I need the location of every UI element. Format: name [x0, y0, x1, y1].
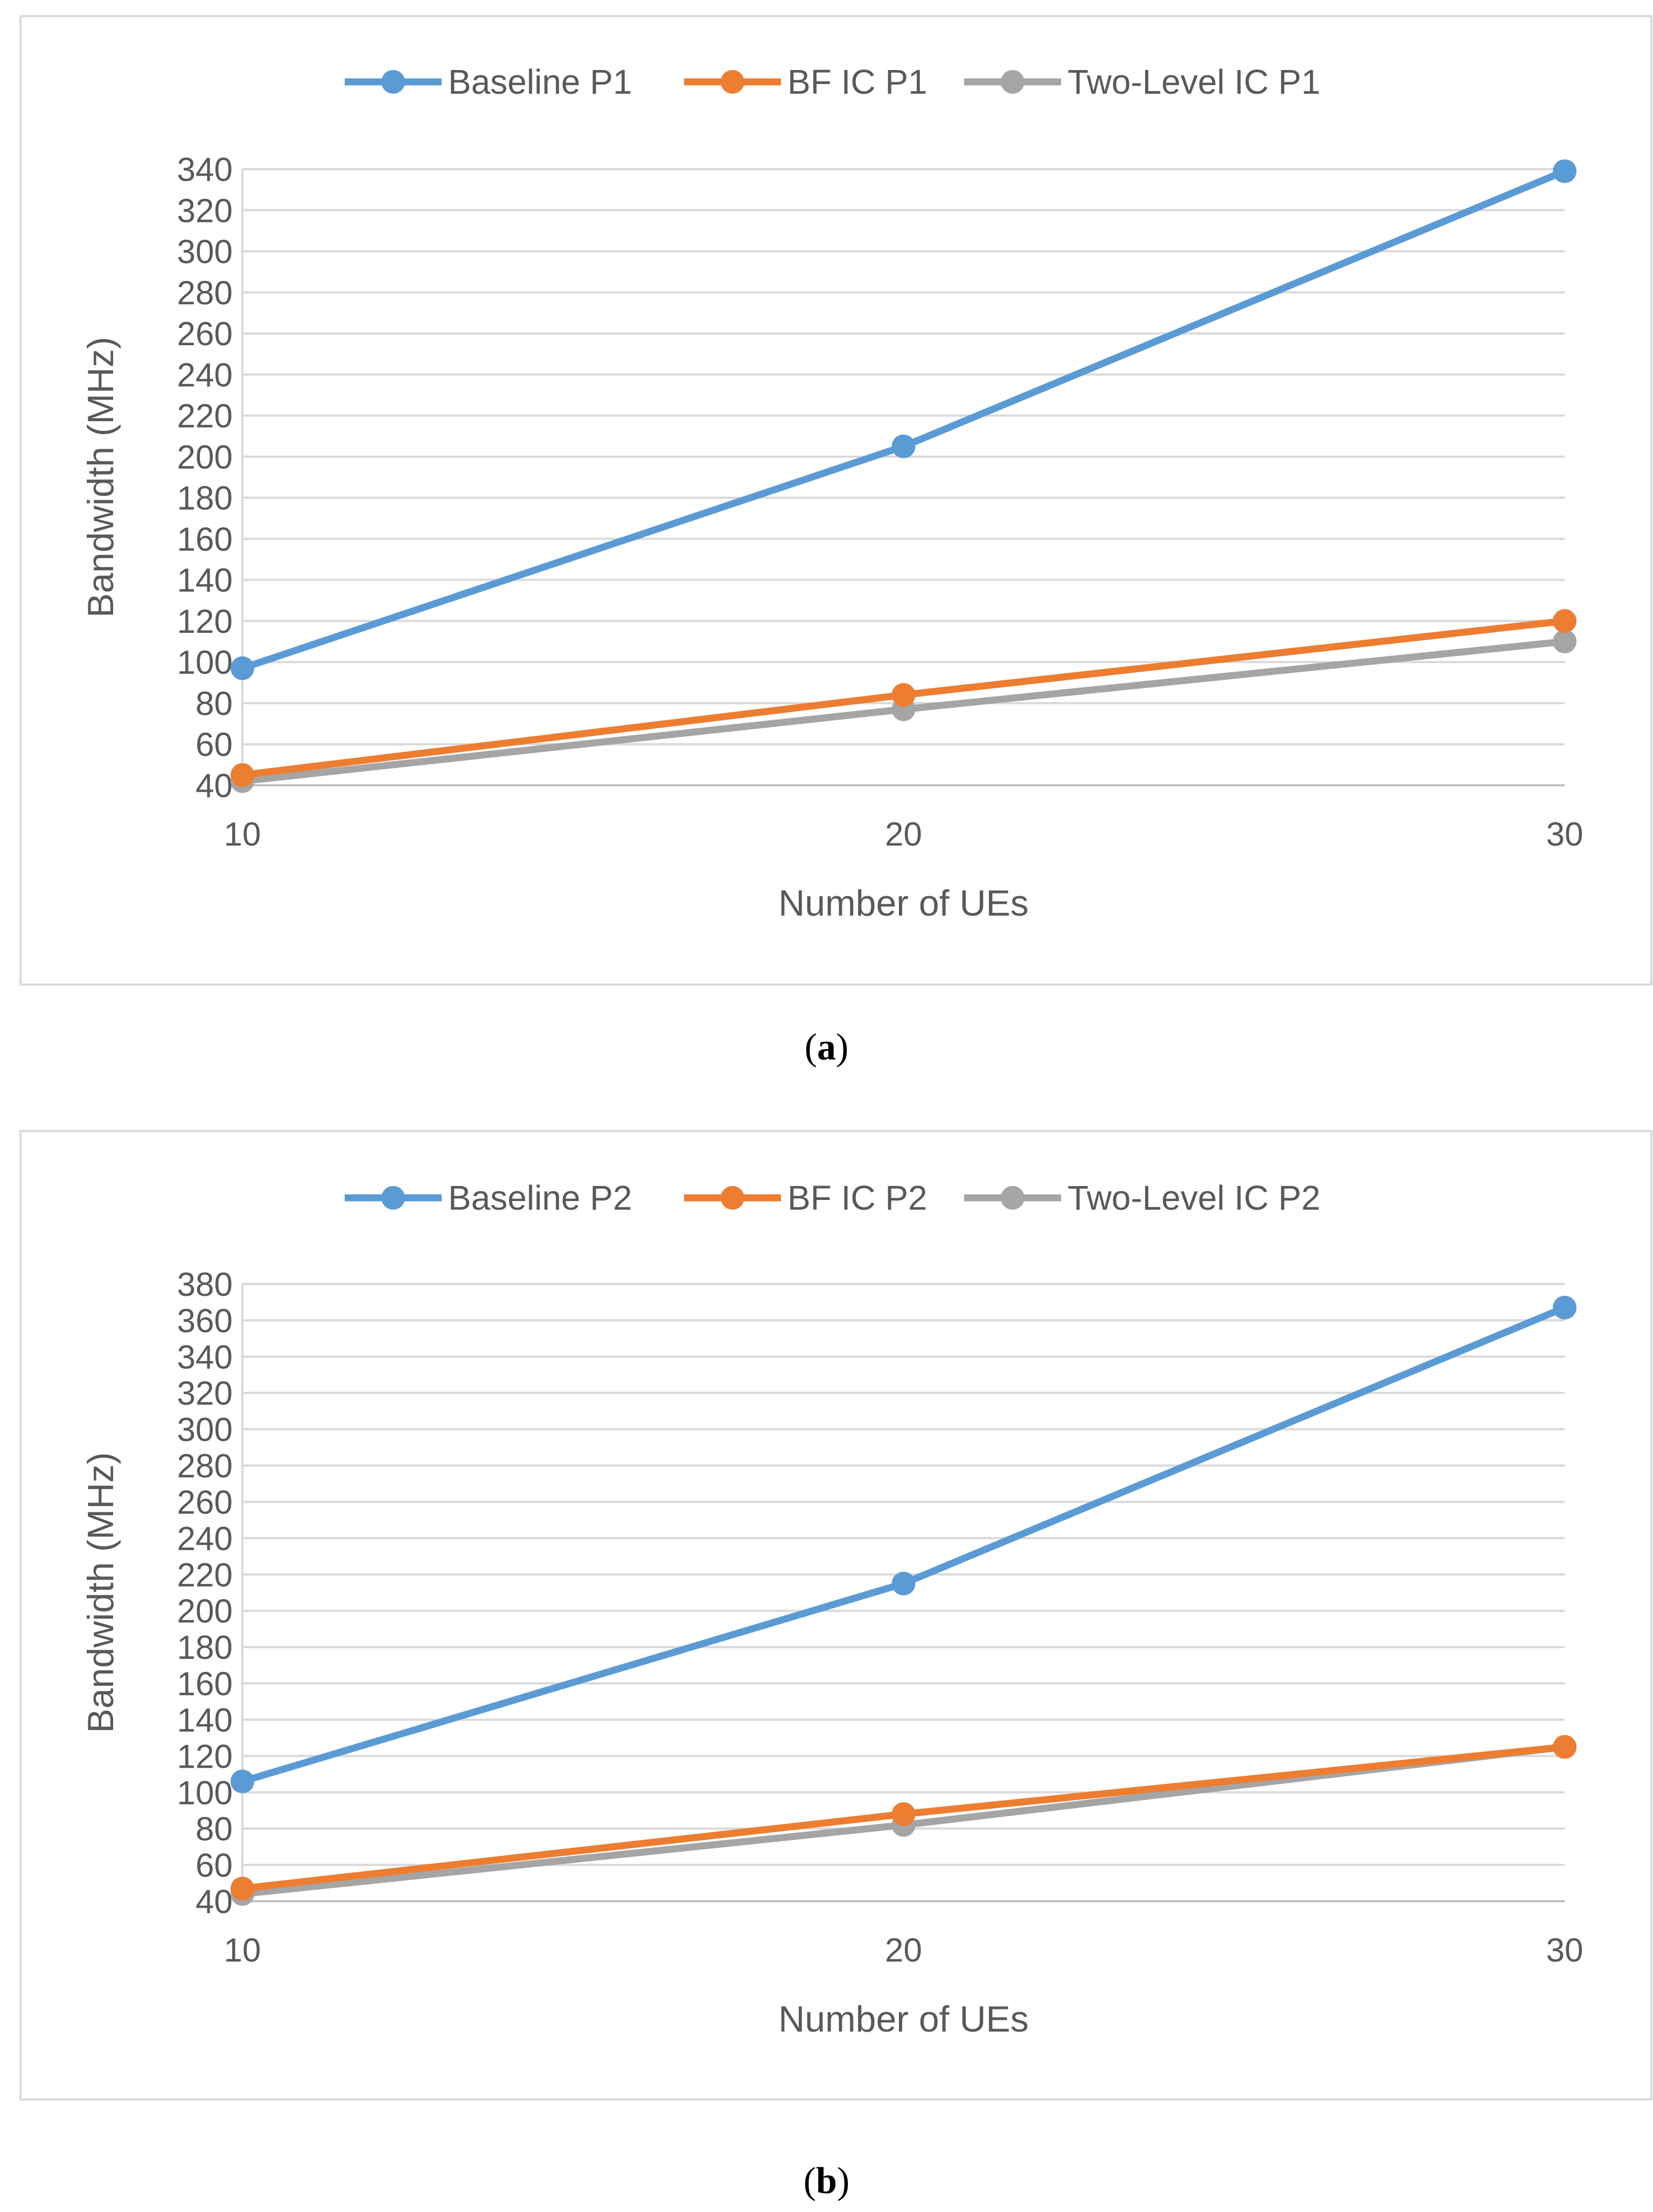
y-tick-label-220: 220 — [177, 1557, 233, 1594]
y-tick-label-40: 40 — [196, 767, 233, 805]
x-tick-labels: 10 20 30 — [224, 1932, 1584, 1969]
x-tick-label-30: 30 — [1546, 816, 1584, 853]
series-2-point-20 — [891, 1802, 916, 1826]
series-1-point-20 — [891, 434, 916, 458]
series-1-point-10 — [231, 1769, 254, 1794]
y-tick-label-80: 80 — [196, 1811, 233, 1848]
y-tick-label-360: 360 — [177, 1302, 233, 1339]
gridlines — [242, 168, 1565, 786]
y-tick-label-40: 40 — [196, 1883, 233, 1921]
y-tick-label-120: 120 — [177, 1738, 233, 1775]
x-tick-label-20: 20 — [885, 1932, 922, 1969]
series-1 — [231, 159, 1577, 680]
x-tick-label-10: 10 — [224, 1932, 261, 1969]
y-tick-label-380: 380 — [177, 1266, 233, 1303]
y-tick-label-160: 160 — [177, 1666, 233, 1703]
y-tick-label-280: 280 — [177, 1448, 233, 1485]
series-3 — [231, 630, 1577, 793]
caption-a-letter: a — [817, 1027, 836, 1068]
series-2-point-30 — [1553, 609, 1577, 633]
legend: Baseline P2 BF IC P2 Two-Level IC P2 — [345, 1178, 1321, 1217]
y-tick-label-340: 340 — [177, 1339, 233, 1376]
y-tick-label-200: 200 — [177, 439, 233, 476]
legend-marker-1 — [381, 1186, 405, 1210]
y-tick-label-140: 140 — [177, 562, 233, 599]
legend: Baseline P1 BF IC P1 Two-Level IC P1 — [345, 62, 1321, 101]
y-tick-label-120: 120 — [177, 603, 233, 640]
y-tick-label-340: 340 — [177, 151, 233, 189]
y-tick-label-320: 320 — [177, 1375, 233, 1412]
y-tick-label-240: 240 — [177, 357, 233, 394]
legend-label-2: BF IC P1 — [787, 62, 927, 101]
y-tick-label-140: 140 — [177, 1702, 233, 1739]
legend-label-1: Baseline P1 — [448, 62, 632, 101]
y-tick-label-300: 300 — [177, 234, 233, 271]
legend-marker-1 — [381, 70, 405, 94]
series-1-point-20 — [891, 1572, 916, 1596]
legend-marker-3 — [1001, 70, 1024, 94]
chart-b-svg: 4060801001201401601802002202402602803003… — [80, 1178, 1584, 2040]
gridlines — [242, 1283, 1565, 1902]
series-1 — [231, 1295, 1577, 1794]
legend-label-2: BF IC P2 — [787, 1178, 927, 1217]
y-tick-label-100: 100 — [177, 1775, 233, 1812]
x-axis-title: Number of UEs — [778, 1999, 1029, 2040]
y-tick-label-60: 60 — [196, 727, 233, 764]
y-tick-label-260: 260 — [177, 316, 233, 353]
x-tick-labels: 10 20 30 — [224, 816, 1584, 853]
y-axis-title: Bandwidth (MHz) — [80, 337, 121, 618]
chart-panel-b: 40 60 80 100 120 140 160 180 200 220 240 260 280 300 3… — [19, 1130, 1652, 2101]
series-2-point-20 — [891, 683, 916, 707]
legend-marker-2 — [721, 1186, 744, 1210]
caption-a: (a) — [804, 1027, 849, 1068]
series-2 — [231, 609, 1577, 787]
series-1-line — [239, 168, 1568, 672]
caption-b: (b) — [803, 2160, 850, 2202]
series-1-point-30 — [1553, 1295, 1577, 1320]
x-tick-label-20: 20 — [885, 816, 922, 853]
x-tick-label-10: 10 — [224, 816, 261, 853]
y-tick-label-80: 80 — [196, 685, 233, 722]
y-tick-label-240: 240 — [177, 1520, 233, 1558]
y-axis-title: Bandwidth (MHz) — [80, 1452, 121, 1733]
series-2 — [231, 1735, 1577, 1901]
y-tick-label-60: 60 — [196, 1847, 233, 1885]
series-2-point-10 — [231, 763, 254, 787]
legend-label-1: Baseline P2 — [448, 1178, 632, 1217]
legend-label-3: Two-Level IC P1 — [1068, 62, 1321, 101]
x-tick-label-30: 30 — [1546, 1932, 1584, 1969]
y-tick-label-200: 200 — [177, 1593, 233, 1630]
series-1-point-30 — [1553, 159, 1577, 183]
legend-marker-2 — [721, 70, 744, 94]
y-tick-label-300: 300 — [177, 1412, 233, 1449]
y-tick-labels: 4060801001201401601802002202402602803003… — [177, 1266, 233, 1921]
y-tick-label-180: 180 — [177, 1629, 233, 1666]
y-tick-label-260: 260 — [177, 1484, 233, 1521]
y-tick-label-320: 320 — [177, 192, 233, 229]
y-tick-label-180: 180 — [177, 480, 233, 517]
series-2-point-30 — [1553, 1735, 1577, 1759]
caption-b-letter: b — [816, 2160, 837, 2202]
series-3-point-30 — [1553, 630, 1577, 654]
y-tick-label-280: 280 — [177, 275, 233, 312]
series-1-line — [239, 1304, 1568, 1785]
chart-panel-a: 40 60 80 100 120 140 160 180 200 220 240 260 280 300 3… — [19, 15, 1652, 986]
series-2-point-10 — [231, 1876, 254, 1901]
series-1-point-10 — [231, 656, 254, 680]
x-axis-title: Number of UEs — [778, 883, 1029, 924]
y-tick-label-160: 160 — [177, 521, 233, 558]
legend-marker-3 — [1001, 1186, 1024, 1210]
legend-label-3: Two-Level IC P2 — [1068, 1178, 1321, 1217]
y-tick-label-220: 220 — [177, 398, 233, 435]
y-tick-label-100: 100 — [177, 644, 233, 681]
